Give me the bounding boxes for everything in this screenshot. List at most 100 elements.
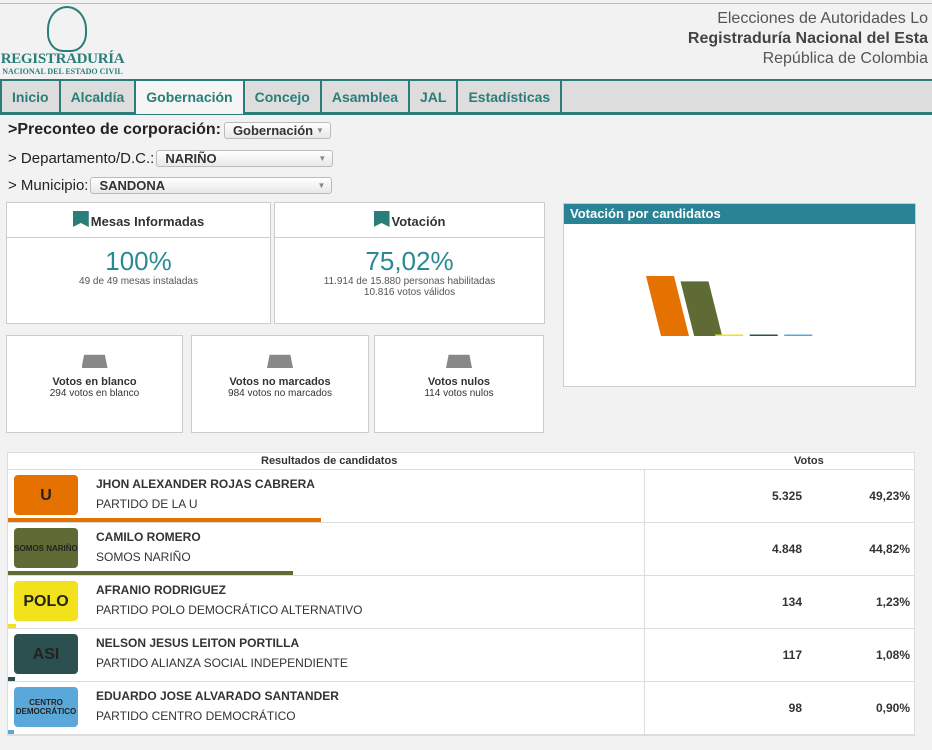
chart-bar[interactable]: [646, 276, 689, 336]
nomarcados-title: Votos no marcados: [229, 376, 331, 388]
pct-bar: [8, 730, 14, 734]
candidate-name: CAMILO ROMERO: [96, 530, 201, 544]
mesas-title: Mesas Informadas: [90, 214, 205, 229]
party-name: PARTIDO POLO DEMOCRÁTICO ALTERNATIVO: [96, 603, 363, 617]
candidate-votes: 4.848: [771, 542, 802, 556]
chevron-down-icon: ▼: [316, 125, 324, 135]
candidate-votes: 5.325: [771, 489, 802, 503]
table-row: ASI NELSON JESUS LEITON PORTILLA PARTIDO…: [8, 629, 914, 682]
logo-line1: REGISTRADURÍA: [0, 51, 125, 67]
chart-bar[interactable]: [680, 281, 723, 336]
party-name: PARTIDO CENTRO DEMOCRÁTICO: [96, 709, 296, 723]
votacion-pct: 75,02%: [365, 246, 454, 276]
nomarcados-detail: 984 votos no marcados: [228, 388, 332, 399]
header-candidates: Resultados de candidatos: [261, 455, 398, 467]
party-logo: SOMOS NARIÑO: [14, 528, 78, 568]
departamento-label: > Departamento/D.C.:: [8, 150, 155, 167]
coat-of-arms-icon: [46, 6, 87, 52]
ballot-box-icon: [446, 354, 472, 368]
bookmark-icon: [72, 211, 89, 227]
candidate-name: NELSON JESUS LEITON PORTILLA: [96, 636, 300, 650]
header-country: República de Colombia: [762, 50, 928, 67]
departamento-filter: > Departamento/D.C.: NARIÑO ▼: [8, 150, 334, 167]
mesas-pct: 100%: [105, 246, 172, 276]
departamento-select[interactable]: NARIÑO ▼: [156, 150, 334, 167]
ballot-box-icon: [81, 354, 108, 368]
candidate-pct: 44,82%: [869, 542, 910, 556]
municipio-value: SANDONA: [99, 178, 166, 193]
corporacion-filter: >Preconteo de corporación: Gobernación ▼: [8, 121, 331, 139]
nav-tab-jal[interactable]: JAL: [410, 81, 459, 114]
nav-tab-asamblea[interactable]: Asamblea: [322, 81, 411, 114]
candidate-name: AFRANIO RODRIGUEZ: [96, 583, 226, 597]
candidate-name: JHON ALEXANDER ROJAS CABRERA: [96, 477, 315, 491]
nav-tab-gobernación[interactable]: Gobernación: [136, 81, 245, 114]
chart-title: Votación por candidatos: [564, 204, 915, 224]
votacion-detail2: 10.816 votos válidos: [363, 287, 456, 298]
chart-bar[interactable]: [715, 334, 744, 336]
site-header: Elecciones de Autoridades Lo Registradur…: [688, 9, 928, 69]
column-divider: [644, 682, 645, 734]
blanco-detail: 294 votos en blanco: [49, 388, 140, 399]
header-votes: Votos: [794, 455, 824, 467]
nav-tab-inicio[interactable]: Inicio: [0, 81, 61, 114]
table-row: SOMOS NARIÑO CAMILO ROMERO SOMOS NARIÑO …: [8, 523, 914, 576]
chart-bar[interactable]: [749, 334, 778, 337]
votacion-chart-panel: Votación por candidatos: [563, 203, 916, 387]
nav-tab-concejo[interactable]: Concejo: [245, 81, 322, 114]
party-name: PARTIDO DE LA U: [96, 497, 198, 511]
nav-tab-alcaldía[interactable]: Alcaldía: [61, 81, 137, 114]
bookmark-icon: [373, 211, 390, 227]
nulos-title: Votos nulos: [427, 376, 491, 388]
chevron-down-icon: ▼: [318, 154, 327, 163]
party-logo: POLO: [14, 581, 78, 621]
ballot-box-icon: [267, 354, 293, 368]
candidate-name: EDUARDO JOSE ALVARADO SANTANDER: [96, 689, 339, 703]
header-org: Registraduría Nacional del Esta: [687, 30, 928, 47]
nulos-detail: 114 votos nulos: [424, 388, 494, 399]
blanco-title: Votos en blanco: [52, 376, 137, 388]
column-divider: [644, 629, 645, 681]
chart-bar[interactable]: [784, 334, 813, 337]
corporacion-value: Gobernación: [232, 122, 314, 138]
table-row: U JHON ALEXANDER ROJAS CABRERA PARTIDO D…: [8, 470, 914, 523]
nulos-card: Votos nulos 114 votos nulos: [374, 335, 544, 433]
municipio-label: > Municipio:: [8, 177, 89, 194]
registraduria-logo[interactable]: REGISTRADURÍA NACIONAL DEL ESTADO CIVIL: [0, 6, 125, 78]
party-logo: U: [14, 475, 78, 515]
top-border: [0, 3, 932, 4]
nomarcados-card: Votos no marcados 984 votos no marcados: [191, 335, 369, 433]
column-divider: [644, 576, 645, 628]
chevron-down-icon: ▼: [317, 181, 326, 190]
mesas-detail: 49 de 49 mesas instaladas: [79, 276, 198, 287]
municipio-select[interactable]: SANDONA ▼: [90, 177, 333, 194]
table-header: Resultados de candidatos Votos: [8, 453, 914, 470]
candidate-pct: 1,23%: [875, 595, 910, 609]
candidate-votes: 117: [782, 648, 802, 662]
party-name: SOMOS NARIÑO: [96, 550, 191, 564]
nav-tab-estadísticas[interactable]: Estadísticas: [458, 81, 563, 114]
pct-bar: [8, 571, 293, 575]
corporacion-select[interactable]: Gobernación ▼: [223, 121, 331, 139]
party-logo: CENTRO DEMOCRÁTICO: [14, 687, 78, 727]
mesas-card: Mesas Informadas 100% 49 de 49 mesas ins…: [6, 202, 271, 324]
party-logo: ASI: [14, 634, 78, 674]
departamento-value: NARIÑO: [165, 151, 217, 166]
pct-bar: [8, 677, 15, 681]
table-row: POLO AFRANIO RODRIGUEZ PARTIDO POLO DEMO…: [8, 576, 914, 629]
party-name: PARTIDO ALIANZA SOCIAL INDEPENDIENTE: [96, 656, 348, 670]
votacion-chart: [646, 276, 813, 337]
column-divider: [644, 470, 645, 522]
table-row: CENTRO DEMOCRÁTICO EDUARDO JOSE ALVARADO…: [8, 682, 914, 735]
candidate-pct: 49,23%: [869, 489, 910, 503]
municipio-filter: > Municipio: SANDONA ▼: [8, 177, 333, 194]
votacion-title: Votación: [391, 214, 446, 229]
pct-bar: [8, 518, 321, 522]
blanco-card: Votos en blanco 294 votos en blanco: [6, 335, 183, 433]
results-table: Resultados de candidatos Votos U JHON AL…: [7, 452, 915, 736]
logo-line2: NACIONAL DEL ESTADO CIVIL: [2, 67, 123, 76]
candidate-pct: 0,90%: [875, 701, 910, 715]
pct-bar: [8, 624, 16, 628]
main-nav: Inicio Alcaldía Gobernación Concejo Asamblea…: [0, 79, 932, 115]
candidate-pct: 1,08%: [875, 648, 910, 662]
